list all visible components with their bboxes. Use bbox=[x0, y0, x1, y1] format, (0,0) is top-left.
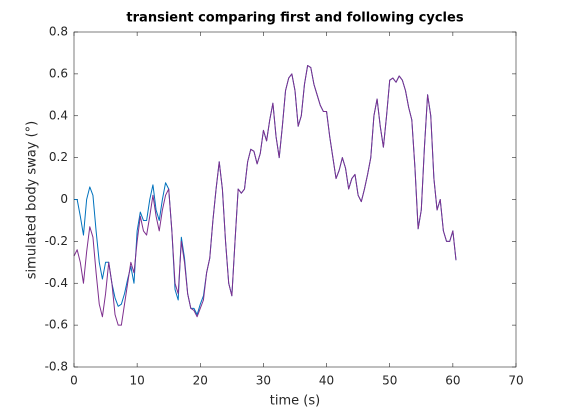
x-tick-label: 30 bbox=[256, 374, 271, 388]
x-tick-label: 0 bbox=[70, 374, 78, 388]
y-tick-label: -0.4 bbox=[45, 276, 68, 290]
axes-box bbox=[73, 31, 517, 368]
y-tick-label: -0.2 bbox=[45, 234, 68, 248]
y-tick-label: 0.4 bbox=[49, 108, 68, 122]
y-tick-label: 0.6 bbox=[49, 66, 68, 80]
x-tick-label: 50 bbox=[382, 374, 397, 388]
y-tick-label: 0.2 bbox=[49, 150, 68, 164]
x-tick-label: 10 bbox=[130, 374, 145, 388]
y-axis-label: simulated body sway (°) bbox=[25, 121, 40, 279]
y-tick-label: -0.6 bbox=[45, 318, 68, 332]
x-tick-label: 60 bbox=[445, 374, 460, 388]
x-axis-label: time (s) bbox=[270, 394, 320, 409]
y-tick-label: 0 bbox=[60, 192, 68, 206]
x-tick-label: 20 bbox=[193, 374, 208, 388]
chart-title: transient comparing first and following … bbox=[126, 11, 463, 26]
line-series bbox=[73, 65, 457, 326]
x-tick-label: 70 bbox=[508, 374, 523, 388]
y-tick-label: -0.8 bbox=[45, 360, 68, 374]
x-tick-label: 40 bbox=[319, 374, 334, 388]
y-tick-label: 0.8 bbox=[49, 25, 68, 39]
